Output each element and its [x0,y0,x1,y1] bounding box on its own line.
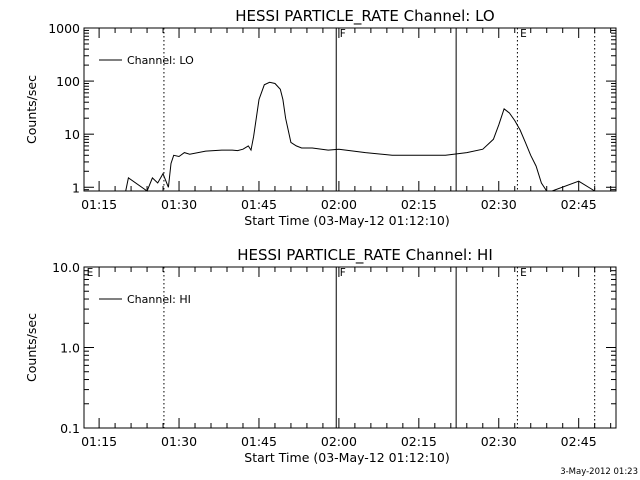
x-tick-label: 01:15 [81,197,117,212]
x-axis-label: Start Time (03-May-12 01:12:10) [244,450,449,465]
x-tick-label: 02:00 [321,434,357,449]
x-tick-label: 02:30 [481,434,517,449]
plot-frame [83,27,617,192]
x-tick-label: 02:45 [561,434,597,449]
event-marker: F [340,28,346,40]
x-tick-label: 01:30 [161,434,197,449]
x-tick-label: 01:45 [241,434,277,449]
event-marker: E [87,267,94,279]
x-axis-label: Start Time (03-May-12 01:12:10) [244,213,449,228]
x-tick-label: 02:45 [561,197,597,212]
y-tick-label: 1.0 [60,341,80,356]
x-tick-label: 02:15 [401,434,437,449]
y-tick-label: 10 [64,127,80,142]
y-axis-label: Counts/sec [24,75,39,144]
x-tick-label: 02:30 [481,197,517,212]
event-marker: F [340,267,346,279]
x-tick-label: 01:45 [241,197,277,212]
event-marker: E [520,28,527,40]
y-tick-label: 100 [56,74,80,89]
y-tick-label: 1000 [48,21,80,36]
y-axis-label: Counts/sec [24,313,39,382]
x-tick-label: 01:15 [81,434,117,449]
x-tick-label: 01:30 [161,197,197,212]
legend-label: Channel: LO [127,54,194,67]
chart-title: HESSI PARTICLE_RATE Channel: HI [237,246,493,265]
y-tick-label: 0.1 [60,421,80,436]
x-tick-label: 02:15 [401,197,437,212]
x-tick-label: 02:00 [321,197,357,212]
y-tick-label: 1 [72,180,80,195]
event-marker: E [520,267,527,279]
legend-label: Channel: HI [127,293,191,306]
series-line [125,81,595,192]
footer-timestamp: 3-May-2012 01:23 [560,467,638,477]
chart-title: HESSI PARTICLE_RATE Channel: LO [235,7,494,26]
y-tick-label: 10.0 [52,260,80,275]
